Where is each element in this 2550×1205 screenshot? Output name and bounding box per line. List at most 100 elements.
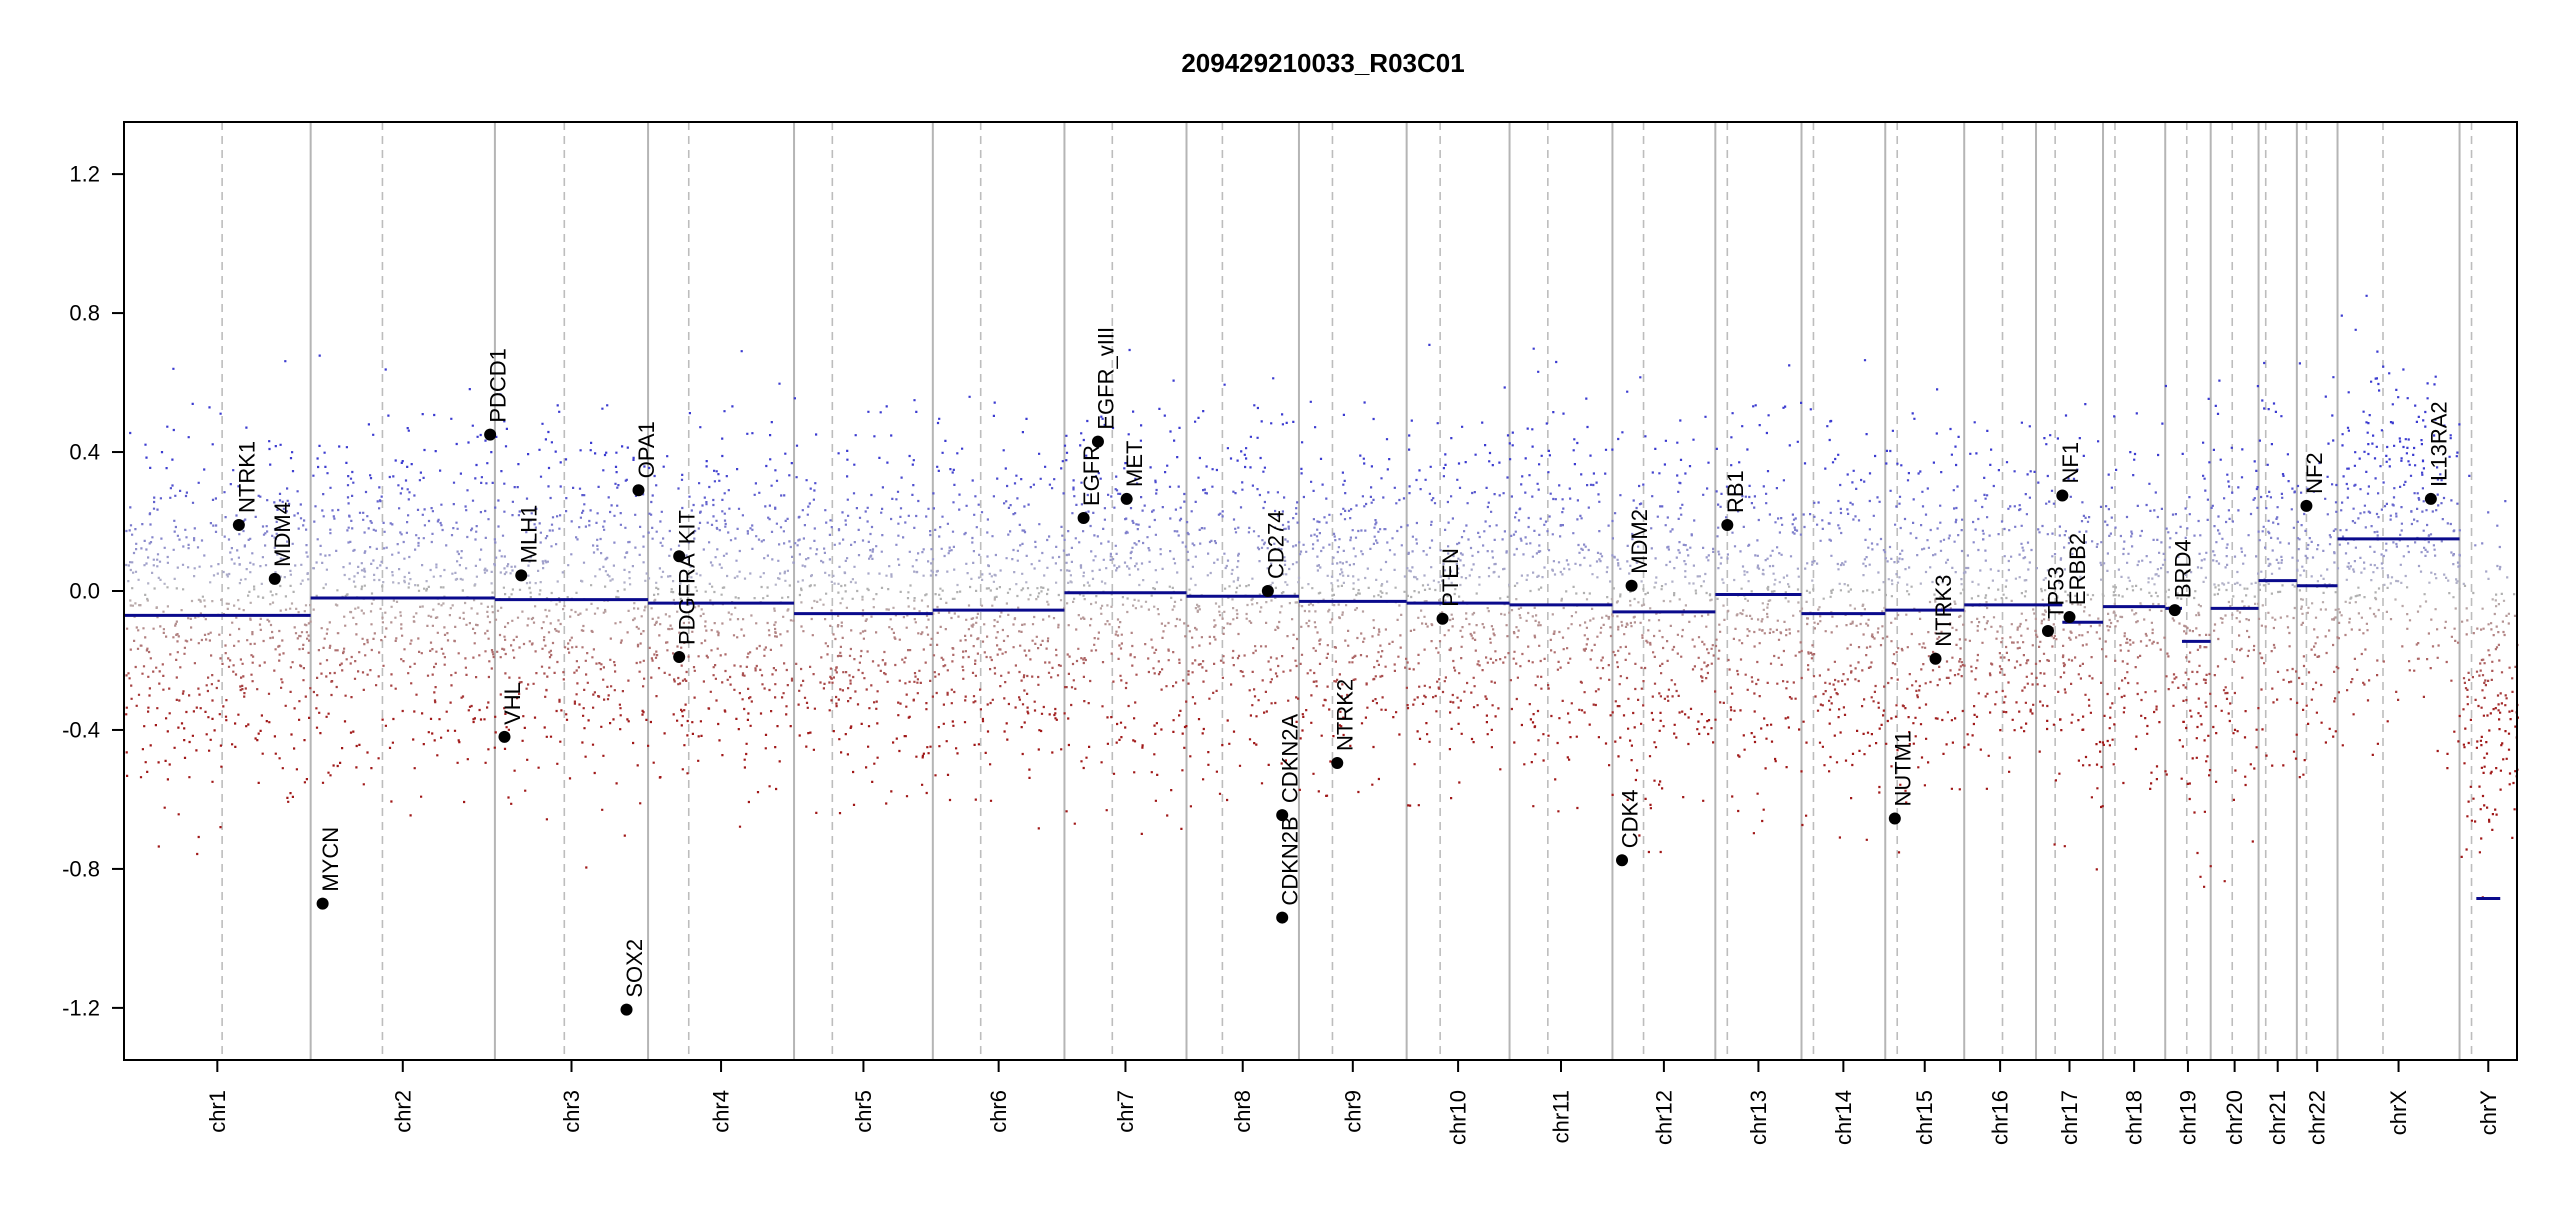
- gene-marker: [632, 484, 645, 497]
- probe-points: [173, 519, 2419, 523]
- x-tick-label: chr19: [2175, 1090, 2200, 1145]
- probe-points: [308, 716, 2147, 720]
- gene-label: CDKN2B: [1278, 816, 1303, 905]
- gene-marker: [268, 572, 281, 585]
- x-tick-label: chrY: [2476, 1090, 2501, 1136]
- probe-points: [133, 639, 2457, 643]
- gene-label: RB1: [1723, 470, 1748, 513]
- gene-label: PDCD1: [486, 348, 511, 423]
- x-tick-label: chr11: [1548, 1090, 1573, 1143]
- probe-points: [303, 609, 2239, 613]
- probe-points: [179, 489, 2207, 492]
- probe-points: [169, 487, 2424, 491]
- gene-label: MYCN: [318, 827, 343, 892]
- x-tick-label: chrX: [2386, 1090, 2411, 1136]
- y-tick-label: -0.8: [62, 856, 100, 881]
- probe-points: [148, 650, 1935, 654]
- gene-marker: [1077, 512, 1090, 525]
- probe-points: [291, 660, 2494, 664]
- probe-points: [161, 662, 2066, 666]
- probe-points: [165, 467, 2425, 470]
- gene-label: VHL: [500, 682, 525, 725]
- gene-label: NF1: [2058, 442, 2083, 484]
- probe-points: [681, 473, 2442, 476]
- probe-points: [1618, 682, 2198, 686]
- plot-frame: [123, 121, 2518, 1061]
- probe-points: [127, 579, 2459, 583]
- probe-points: [472, 656, 2439, 660]
- probe-points: [137, 629, 2369, 632]
- x-tick-label: chr2: [390, 1090, 415, 1133]
- probe-points: [149, 540, 2430, 544]
- probe-points: [210, 653, 2491, 657]
- probe-points: [249, 618, 2433, 622]
- probe-points: [129, 648, 2367, 652]
- probe-points: [174, 622, 2490, 626]
- gene-marker: [498, 730, 511, 743]
- probe-points: [125, 712, 2355, 716]
- probe-points: [707, 707, 1693, 710]
- probe-points: [525, 531, 2376, 534]
- chart-title: 209429210033_R03C01: [1181, 48, 1464, 78]
- probe-points: [174, 525, 2265, 529]
- probe-points: [350, 695, 2426, 699]
- probe-points: [229, 482, 2348, 486]
- probe-points: [132, 551, 2453, 555]
- probe-points: [149, 466, 2439, 470]
- probe-points: [168, 711, 2200, 715]
- probe-points: [130, 683, 2487, 687]
- probe-points: [625, 478, 2440, 482]
- probe-points: [128, 676, 2514, 680]
- probe-points: [260, 714, 2489, 718]
- probe-points: [251, 661, 1940, 665]
- gene-marker: [1276, 809, 1289, 822]
- probe-points: [149, 657, 2420, 661]
- probe-points: [1070, 703, 2519, 707]
- probe-points: [137, 578, 2373, 582]
- x-tick-label: chr4: [709, 1090, 734, 1133]
- x-tick-label: chr16: [1988, 1090, 2013, 1145]
- probe-points: [148, 512, 2398, 516]
- probe-points: [183, 645, 2499, 649]
- probe-points: [228, 572, 2446, 576]
- x-tick-label: chr1: [205, 1090, 230, 1133]
- probe-points: [193, 662, 2486, 665]
- probe-points: [147, 555, 2315, 559]
- probe-points: [258, 623, 2303, 627]
- probe-points: [467, 708, 2500, 712]
- probe-points: [125, 674, 2485, 677]
- gene-label: IL13RA2: [2426, 401, 2451, 487]
- probe-points: [404, 479, 2443, 483]
- probe-points: [185, 491, 2303, 495]
- x-tick-label: chr13: [1746, 1090, 1771, 1145]
- probe-points: [148, 686, 2468, 690]
- probe-points: [175, 633, 2506, 637]
- probe-points: [139, 644, 2440, 648]
- probe-points: [129, 294, 2461, 466]
- probe-points: [176, 640, 2155, 643]
- probe-points: [142, 626, 2447, 630]
- probe-points: [191, 501, 2443, 505]
- gene-label: MDM2: [1627, 509, 1652, 574]
- probe-points: [332, 515, 2398, 518]
- probe-points: [354, 659, 2411, 663]
- probe-points: [199, 612, 2510, 615]
- x-tick-label: chr20: [2222, 1090, 2247, 1145]
- probe-points: [335, 549, 2325, 553]
- x-tick-label: chr5: [851, 1090, 876, 1133]
- x-tick-label: chr22: [2305, 1090, 2330, 1145]
- probe-points: [419, 471, 2424, 475]
- probe-points: [200, 638, 2151, 642]
- probe-points: [143, 539, 2443, 543]
- probe-points: [909, 649, 912, 652]
- probe-points: [125, 706, 2497, 710]
- probe-points: [194, 616, 2364, 619]
- probe-points: [258, 664, 2306, 668]
- probe-points: [573, 702, 1531, 706]
- probe-points: [137, 693, 2087, 697]
- probe-points: [296, 637, 2341, 640]
- probe-points: [242, 674, 2168, 678]
- y-tick-label: 0.4: [69, 440, 100, 465]
- probe-points: [329, 486, 2240, 490]
